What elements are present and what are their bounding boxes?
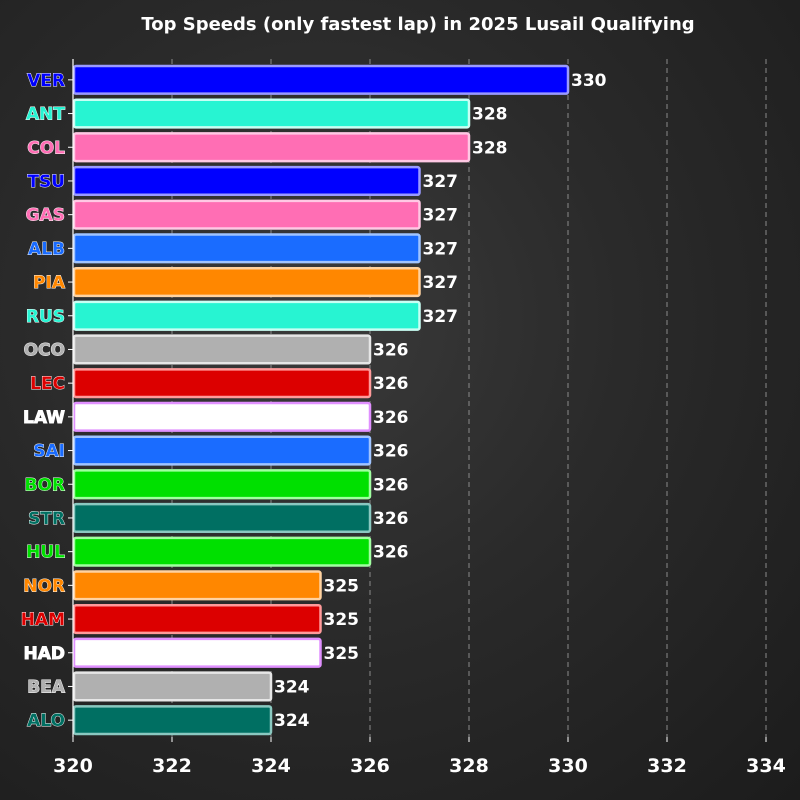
bar-oco (72, 334, 372, 365)
x-tick-label: 330 (548, 755, 588, 777)
bar-law (72, 401, 372, 432)
bar-bor (72, 469, 372, 500)
value-label: 327 (423, 307, 459, 327)
x-tick-label: 334 (746, 755, 786, 777)
x-tick-label: 328 (449, 755, 489, 777)
category-label: PIA (33, 273, 66, 293)
category-label: HAD (24, 644, 66, 664)
category-label: HUL (26, 543, 65, 563)
category-label: BEA (27, 677, 66, 697)
value-label: 326 (373, 475, 409, 495)
chart-title: Top Speeds (only fastest lap) in 2025 Lu… (141, 14, 694, 35)
x-tick-label: 326 (350, 755, 390, 777)
category-label: ANT (26, 105, 65, 125)
value-label: 327 (423, 172, 459, 192)
value-label: 325 (324, 576, 360, 596)
value-label: 326 (373, 408, 409, 428)
x-tick-label: 324 (251, 755, 291, 777)
bar-hul (72, 536, 372, 567)
bar-alo (72, 705, 273, 736)
x-tick-label: 320 (53, 755, 93, 777)
bar-lec (72, 368, 372, 399)
value-label: 328 (472, 138, 508, 158)
category-label: LEC (30, 374, 65, 394)
bar-had (72, 637, 322, 668)
category-label: VER (27, 71, 65, 91)
axes: VER ANT COL TSU GAS ALB PIA RUS OCO LEC LAW SAI BOR S… (20, 59, 786, 777)
category-label: LAW (23, 408, 65, 428)
bar-bea (72, 671, 273, 702)
bar-rus (72, 300, 421, 331)
category-label: STR (28, 509, 65, 529)
category-label: GAS (26, 206, 65, 226)
x-tick-label: 332 (647, 755, 687, 777)
category-label: BOR (25, 475, 66, 495)
bar-nor (72, 570, 322, 601)
value-label: 324 (274, 677, 310, 697)
value-label: 326 (373, 374, 409, 394)
category-label: SAI (33, 442, 65, 462)
category-label: RUS (26, 307, 65, 327)
bar-ant (72, 98, 471, 129)
value-label: 330 (571, 71, 607, 91)
bar-alb (72, 233, 421, 264)
x-tick-label: 322 (152, 755, 192, 777)
value-label: 327 (423, 239, 459, 259)
category-label: HAM (21, 610, 65, 630)
category-label: ALO (27, 711, 65, 731)
bar-col (72, 132, 471, 163)
bar-sai (72, 435, 372, 466)
bar-str (72, 502, 372, 534)
category-label: OCO (24, 340, 65, 360)
value-label: 327 (423, 273, 459, 293)
value-label: 326 (373, 340, 409, 360)
value-label: 327 (423, 206, 459, 226)
category-label: NOR (23, 576, 65, 596)
bar-pia (72, 266, 421, 298)
value-label: 326 (373, 543, 409, 563)
category-label: COL (27, 138, 65, 158)
category-label: ALB (28, 239, 65, 259)
bar-ham (72, 603, 322, 635)
bar-ver (72, 64, 570, 95)
bar-gas (72, 199, 421, 230)
value-label: 324 (274, 711, 310, 731)
bar-tsu (72, 165, 421, 197)
value-label: 325 (324, 644, 360, 664)
value-label: 325 (324, 610, 360, 630)
value-label: 328 (472, 105, 508, 125)
category-label: TSU (27, 172, 65, 192)
value-label: 326 (373, 509, 409, 529)
value-label: 326 (373, 442, 409, 462)
bars: 330 328 328 327 327 327 327 327 326 326 326 326 326 3… (72, 64, 607, 736)
